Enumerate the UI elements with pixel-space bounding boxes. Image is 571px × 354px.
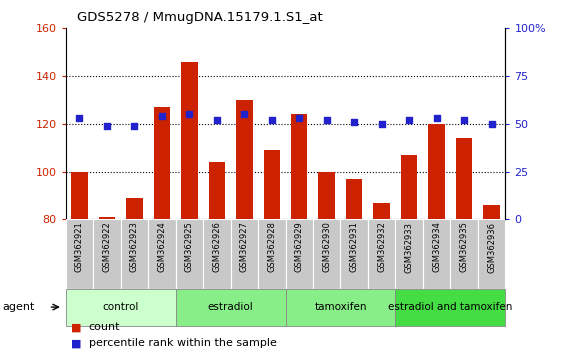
Point — [185, 112, 194, 117]
Bar — [176, 289, 286, 326]
Bar — [395, 289, 505, 326]
Point — [377, 121, 386, 127]
Bar — [258, 219, 286, 289]
Text: estradiol: estradiol — [208, 302, 254, 312]
Text: count: count — [89, 322, 120, 332]
Text: GSM362921: GSM362921 — [75, 222, 84, 272]
Bar — [181, 62, 198, 219]
Bar — [423, 219, 451, 289]
Text: ■: ■ — [71, 322, 82, 332]
Bar — [313, 219, 340, 289]
Text: GSM362933: GSM362933 — [405, 222, 413, 273]
Bar — [286, 219, 313, 289]
Text: GSM362931: GSM362931 — [349, 222, 359, 273]
Bar — [176, 219, 203, 289]
Text: GSM362936: GSM362936 — [487, 222, 496, 273]
Bar — [263, 150, 280, 219]
Text: GDS5278 / MmugDNA.15179.1.S1_at: GDS5278 / MmugDNA.15179.1.S1_at — [77, 11, 323, 24]
Text: GSM362928: GSM362928 — [267, 222, 276, 273]
Text: GSM362929: GSM362929 — [295, 222, 304, 272]
Point — [75, 115, 84, 121]
Bar — [154, 107, 170, 219]
Bar — [66, 289, 176, 326]
Bar — [373, 203, 390, 219]
Text: GSM362935: GSM362935 — [460, 222, 469, 273]
Point — [349, 119, 359, 125]
Bar — [66, 219, 93, 289]
Bar — [319, 172, 335, 219]
Point — [460, 117, 469, 123]
Text: estradiol and tamoxifen: estradiol and tamoxifen — [388, 302, 513, 312]
Text: tamoxifen: tamoxifen — [314, 302, 367, 312]
Bar — [286, 289, 395, 326]
Bar — [451, 219, 478, 289]
Bar — [291, 114, 307, 219]
Text: agent: agent — [3, 302, 35, 312]
Text: ■: ■ — [71, 338, 82, 348]
Text: GSM362927: GSM362927 — [240, 222, 249, 273]
Text: GSM362923: GSM362923 — [130, 222, 139, 273]
Bar — [478, 219, 505, 289]
Point — [212, 117, 222, 123]
Text: GSM362932: GSM362932 — [377, 222, 386, 273]
Bar — [126, 198, 143, 219]
Text: GSM362924: GSM362924 — [158, 222, 166, 272]
Point — [487, 121, 496, 127]
Text: percentile rank within the sample: percentile rank within the sample — [89, 338, 276, 348]
Bar — [71, 172, 88, 219]
Bar — [231, 219, 258, 289]
Bar — [428, 124, 445, 219]
Point — [267, 117, 276, 123]
Text: GSM362930: GSM362930 — [322, 222, 331, 273]
Point — [130, 123, 139, 129]
Point — [157, 113, 166, 119]
Point — [295, 115, 304, 121]
Bar — [483, 205, 500, 219]
Bar — [236, 100, 252, 219]
Bar — [203, 219, 231, 289]
Point — [102, 123, 111, 129]
Bar — [208, 162, 225, 219]
Bar — [456, 138, 472, 219]
Point — [405, 117, 414, 123]
Point — [240, 112, 249, 117]
Text: GSM362925: GSM362925 — [185, 222, 194, 272]
Text: GSM362926: GSM362926 — [212, 222, 222, 273]
Bar — [368, 219, 395, 289]
Text: control: control — [102, 302, 139, 312]
Bar — [395, 219, 423, 289]
Point — [322, 117, 331, 123]
Bar — [346, 179, 363, 219]
Bar — [401, 155, 417, 219]
Text: GSM362922: GSM362922 — [102, 222, 111, 272]
Point — [432, 115, 441, 121]
Bar — [120, 219, 148, 289]
Bar — [148, 219, 176, 289]
Bar — [93, 219, 120, 289]
Bar — [99, 217, 115, 219]
Bar — [340, 219, 368, 289]
Text: GSM362934: GSM362934 — [432, 222, 441, 273]
